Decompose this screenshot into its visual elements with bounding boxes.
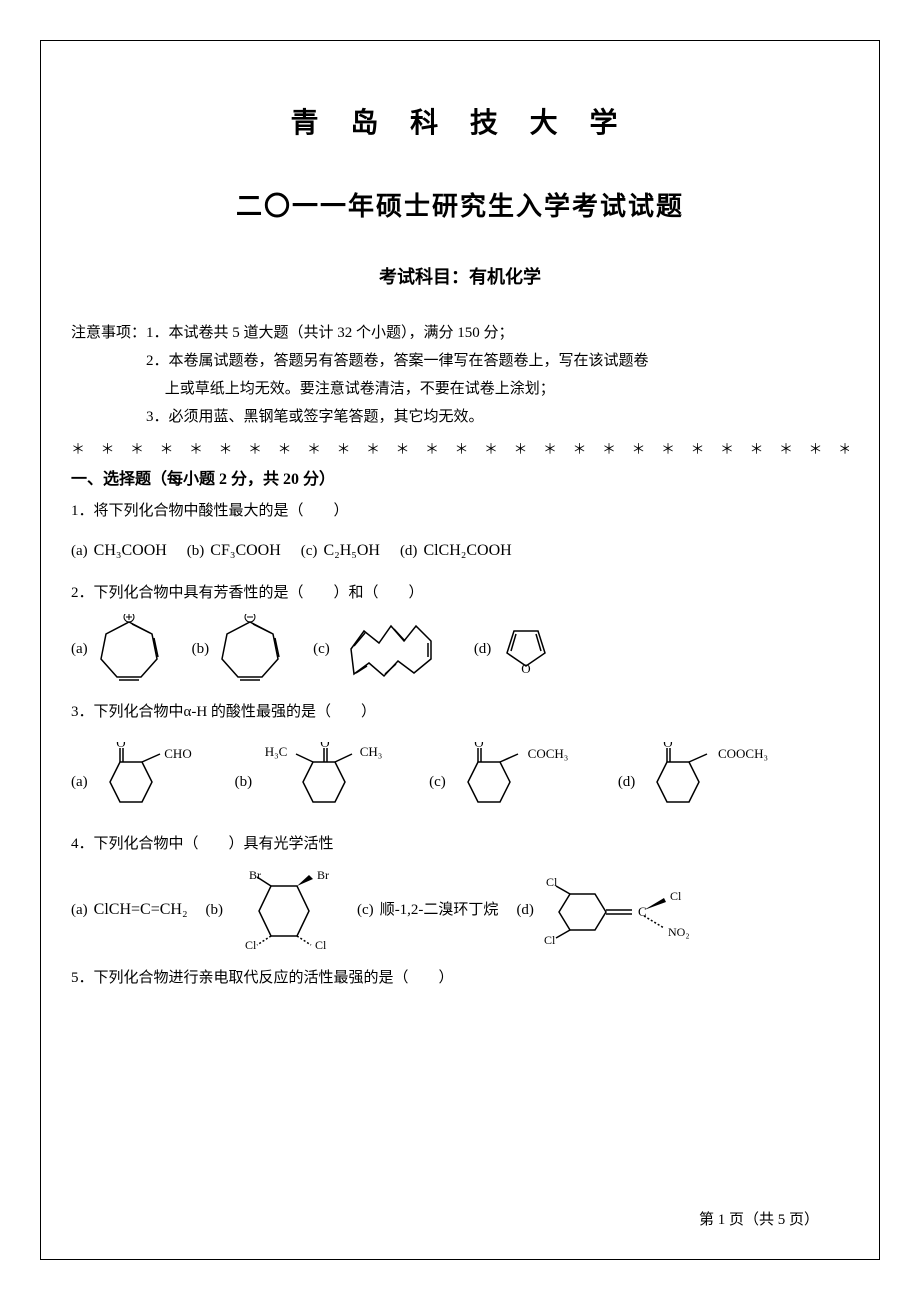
dimethyl-cyclohexanone-icon: O H₃C CH₃ xyxy=(258,742,393,822)
note-2: 2．本卷属试题卷，答题另有答题卷，答案一律写在答题卷上，写在该试题卷 xyxy=(146,347,649,375)
q4-option-c: (c) 顺-1,2-二溴环丁烷 xyxy=(357,898,498,922)
svg-text:Cl: Cl xyxy=(544,933,556,947)
cyclohexanone-acetyl-icon: O COCH₃ xyxy=(452,742,582,822)
q4-option-b: (b) Br Br Cl Cl xyxy=(206,871,340,949)
cyclohexanone-ester-icon: O COOCH₃ xyxy=(641,742,781,822)
q1-option-a: (a) CH₃COOH xyxy=(71,539,167,563)
svg-text:Cl: Cl xyxy=(670,889,682,903)
subject-line: 考试科目：有机化学 xyxy=(71,263,849,289)
q2-option-d: (d) O xyxy=(474,621,556,676)
svg-text:O: O xyxy=(664,742,673,750)
tetrahalide-cyclohexane-icon: Br Br Cl Cl xyxy=(229,871,339,949)
svg-text:NO₂: NO₂ xyxy=(668,925,690,939)
q1-b-formula: CF₃COOH xyxy=(210,539,280,563)
allene-cyclohexane-icon: Cl Cl C Cl NO₂ xyxy=(540,870,700,950)
question-3: 3．下列化合物中α-H 的酸性最强的是（ ） (a) O CHO (b) xyxy=(71,700,849,822)
svg-text:O: O xyxy=(522,661,531,676)
q3-option-b: (b) O H₃C CH₃ xyxy=(235,742,394,822)
svg-text:COOCH₃: COOCH₃ xyxy=(718,746,768,761)
section-1-header: 一、选择题（每小题 2 分，共 20 分） xyxy=(71,465,849,489)
exam-title: 二〇一一年硕士研究生入学考试试题 xyxy=(71,186,849,223)
question-4: 4．下列化合物中（ ）具有光学活性 (a) ClCH=C=CH₂ (b) Br … xyxy=(71,832,849,950)
q1-a-formula: CH₃COOH xyxy=(94,539,167,563)
q3-option-d: (d) O COOCH₃ xyxy=(618,742,782,822)
q4-c-text: 顺-1,2-二溴环丁烷 xyxy=(380,898,499,922)
cyclohexanone-cho-icon: O CHO xyxy=(94,742,199,822)
svg-text:CH₃: CH₃ xyxy=(360,744,383,759)
tropylium-cation-icon xyxy=(94,614,164,684)
q3-text: 3．下列化合物中α-H 的酸性最强的是（ ） xyxy=(71,700,849,724)
q1-option-d: (d) ClCH₂COOH xyxy=(400,539,512,563)
svg-text:O: O xyxy=(474,742,483,750)
q3-option-a: (a) O CHO xyxy=(71,742,199,822)
question-5: 5．下列化合物进行亲电取代反应的活性最强的是（ ） xyxy=(71,966,849,990)
svg-text:Cl: Cl xyxy=(315,938,327,949)
page-footer: 第 1 页（共 5 页） xyxy=(699,1208,819,1229)
svg-text:Br: Br xyxy=(317,871,329,882)
svg-text:H₃C: H₃C xyxy=(265,744,288,759)
q2-text: 2．下列化合物中具有芳香性的是（ ）和（ ） xyxy=(71,581,849,605)
star-divider: ＊ ＊ ＊ ＊ ＊ ＊ ＊ ＊ ＊ ＊ ＊ ＊ ＊ ＊ ＊ ＊ ＊ ＊ ＊ ＊ … xyxy=(71,439,849,459)
svg-text:O: O xyxy=(116,742,125,750)
note-2b: 上或草纸上均无效。要注意试卷清洁，不要在试卷上涂划； xyxy=(146,375,649,403)
svg-text:Br: Br xyxy=(249,871,261,882)
notes-label: 注意事项： xyxy=(71,319,146,431)
q1-option-b: (b) CF₃COOH xyxy=(187,539,281,563)
note-3: 3．必须用蓝、黑钢笔或签字笔答题，其它均无效。 xyxy=(146,403,649,431)
q1-c-formula: C₂H₅OH xyxy=(323,539,380,563)
university-title: 青 岛 科 技 大 学 xyxy=(71,101,849,141)
q1-d-formula: ClCH₂COOH xyxy=(423,539,511,563)
q4-text: 4．下列化合物中（ ）具有光学活性 xyxy=(71,832,849,856)
q4-a-formula: ClCH=C=CH₂ xyxy=(94,898,188,922)
q2-option-a: (a) xyxy=(71,614,164,684)
furan-icon: O xyxy=(497,621,555,676)
q4-option-d: (d) Cl Cl C Cl NO₂ xyxy=(516,870,700,950)
svg-text:COCH₃: COCH₃ xyxy=(527,746,568,761)
question-1: 1．将下列化合物中酸性最大的是（ ） (a) CH₃COOH (b) CF₃CO… xyxy=(71,499,849,563)
svg-text:Cl: Cl xyxy=(245,938,257,949)
q1-option-c: (c) C₂H₅OH xyxy=(301,539,380,563)
notes-list: 1．本试卷共 5 道大题（共计 32 个小题），满分 150 分； 2．本卷属试… xyxy=(146,319,649,431)
q2-option-c: (c) xyxy=(313,611,446,686)
q4-option-a: (a) ClCH=C=CH₂ xyxy=(71,898,188,922)
question-2: 2．下列化合物中具有芳香性的是（ ）和（ ） (a) (b) xyxy=(71,581,849,686)
q3-option-c: (c) O COCH₃ xyxy=(429,742,582,822)
svg-text:CHO: CHO xyxy=(164,746,191,761)
q5-text: 5．下列化合物进行亲电取代反应的活性最强的是（ ） xyxy=(71,966,849,990)
cycloheptatrienyl-anion-icon xyxy=(215,614,285,684)
q1-text: 1．将下列化合物中酸性最大的是（ ） xyxy=(71,499,849,523)
page-frame: 青 岛 科 技 大 学 二〇一一年硕士研究生入学考试试题 考试科目：有机化学 注… xyxy=(40,40,880,1260)
annulene-icon xyxy=(336,611,446,686)
exam-notes: 注意事项： 1．本试卷共 5 道大题（共计 32 个小题），满分 150 分； … xyxy=(71,319,849,431)
q2-option-b: (b) xyxy=(192,614,286,684)
svg-text:O: O xyxy=(320,742,329,750)
svg-text:Cl: Cl xyxy=(546,875,558,889)
note-1: 1．本试卷共 5 道大题（共计 32 个小题），满分 150 分； xyxy=(146,319,649,347)
